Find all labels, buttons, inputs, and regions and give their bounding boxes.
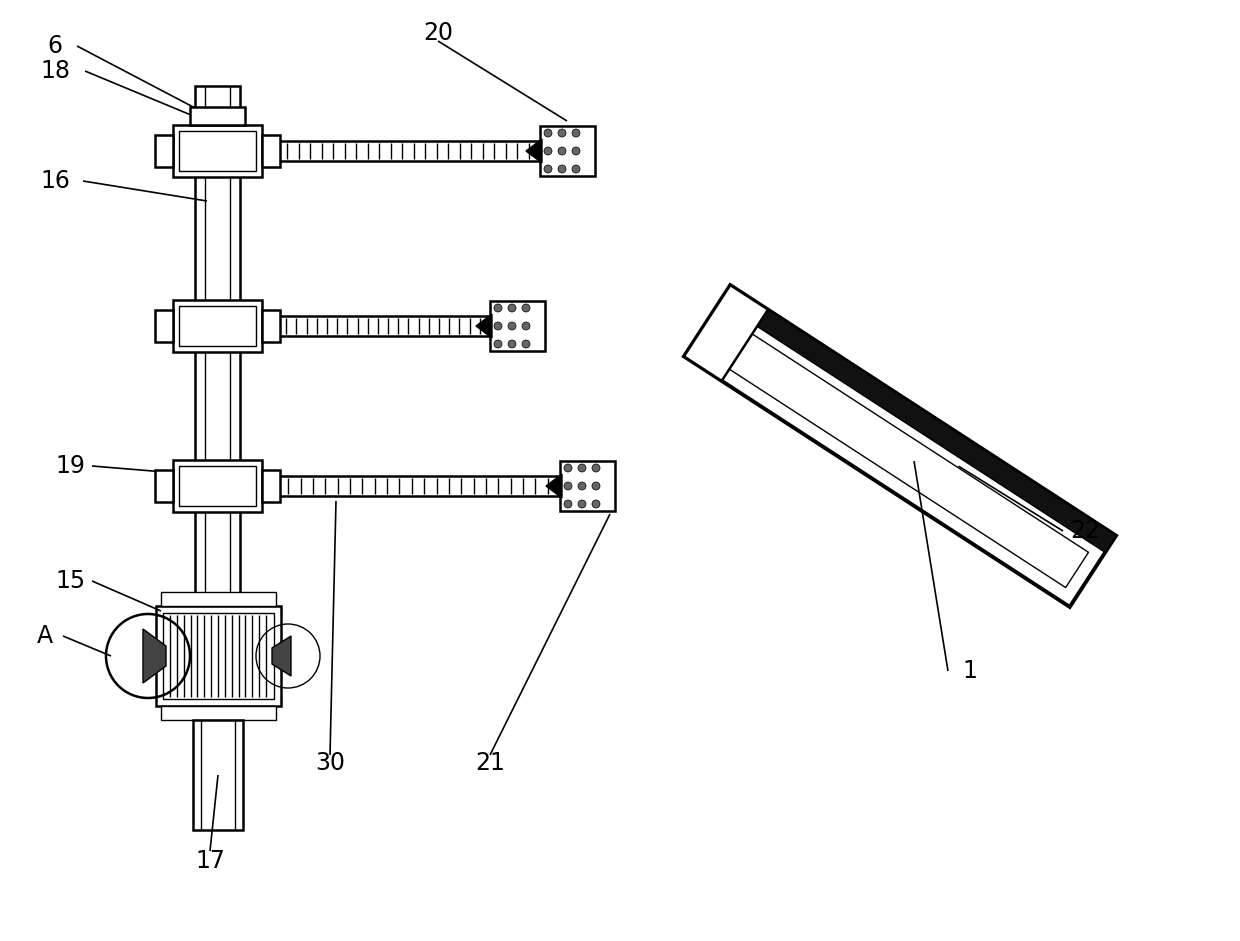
Polygon shape	[546, 474, 562, 498]
Text: 15: 15	[55, 569, 86, 593]
Polygon shape	[272, 636, 291, 676]
Circle shape	[564, 482, 572, 490]
Circle shape	[544, 147, 552, 155]
Circle shape	[544, 129, 552, 137]
Bar	[195, 86, 241, 821]
Circle shape	[494, 340, 502, 348]
Bar	[174, 300, 262, 352]
Circle shape	[564, 500, 572, 508]
Bar	[174, 460, 262, 512]
Bar	[262, 470, 280, 502]
Bar	[277, 141, 539, 161]
Circle shape	[591, 500, 600, 508]
Bar	[490, 301, 546, 351]
Circle shape	[494, 322, 502, 330]
Polygon shape	[143, 629, 166, 683]
Circle shape	[508, 304, 516, 312]
Polygon shape	[476, 314, 492, 338]
Text: 19: 19	[55, 454, 84, 478]
Circle shape	[522, 322, 529, 330]
Circle shape	[508, 340, 516, 348]
Circle shape	[572, 129, 580, 137]
Text: 16: 16	[40, 169, 69, 193]
Bar	[262, 135, 280, 167]
Circle shape	[578, 500, 587, 508]
Bar	[193, 720, 243, 830]
Polygon shape	[719, 285, 1116, 552]
Bar	[179, 466, 255, 506]
Bar	[277, 316, 490, 336]
Text: 17: 17	[195, 849, 224, 873]
Text: 20: 20	[423, 21, 453, 45]
Circle shape	[522, 340, 529, 348]
Bar	[560, 461, 615, 511]
Circle shape	[558, 165, 565, 173]
Bar	[161, 706, 277, 720]
Text: 30: 30	[315, 751, 345, 775]
Circle shape	[572, 147, 580, 155]
Bar	[179, 131, 255, 171]
Circle shape	[572, 165, 580, 173]
Text: 21: 21	[475, 751, 505, 775]
Circle shape	[558, 147, 565, 155]
Text: 22: 22	[1070, 519, 1100, 543]
Bar	[155, 135, 174, 167]
Circle shape	[591, 464, 600, 472]
Circle shape	[564, 464, 572, 472]
Bar	[190, 107, 246, 125]
Circle shape	[578, 482, 587, 490]
Text: A: A	[37, 624, 53, 648]
Text: 1: 1	[962, 659, 977, 683]
Text: 6: 6	[47, 34, 62, 58]
Circle shape	[508, 322, 516, 330]
Polygon shape	[526, 139, 542, 163]
Bar	[174, 125, 262, 177]
Bar	[155, 470, 174, 502]
Bar	[155, 310, 174, 342]
Polygon shape	[684, 285, 1116, 607]
Bar	[162, 613, 274, 699]
Bar	[156, 606, 281, 706]
Circle shape	[494, 304, 502, 312]
Circle shape	[544, 165, 552, 173]
Polygon shape	[684, 285, 768, 381]
Bar	[262, 310, 280, 342]
Circle shape	[558, 129, 565, 137]
Circle shape	[522, 304, 529, 312]
Bar	[179, 306, 255, 346]
Text: 18: 18	[40, 59, 69, 83]
Bar	[539, 126, 595, 176]
Bar	[277, 476, 560, 496]
Circle shape	[591, 482, 600, 490]
Circle shape	[578, 464, 587, 472]
Bar	[161, 592, 277, 606]
Polygon shape	[703, 317, 1089, 587]
